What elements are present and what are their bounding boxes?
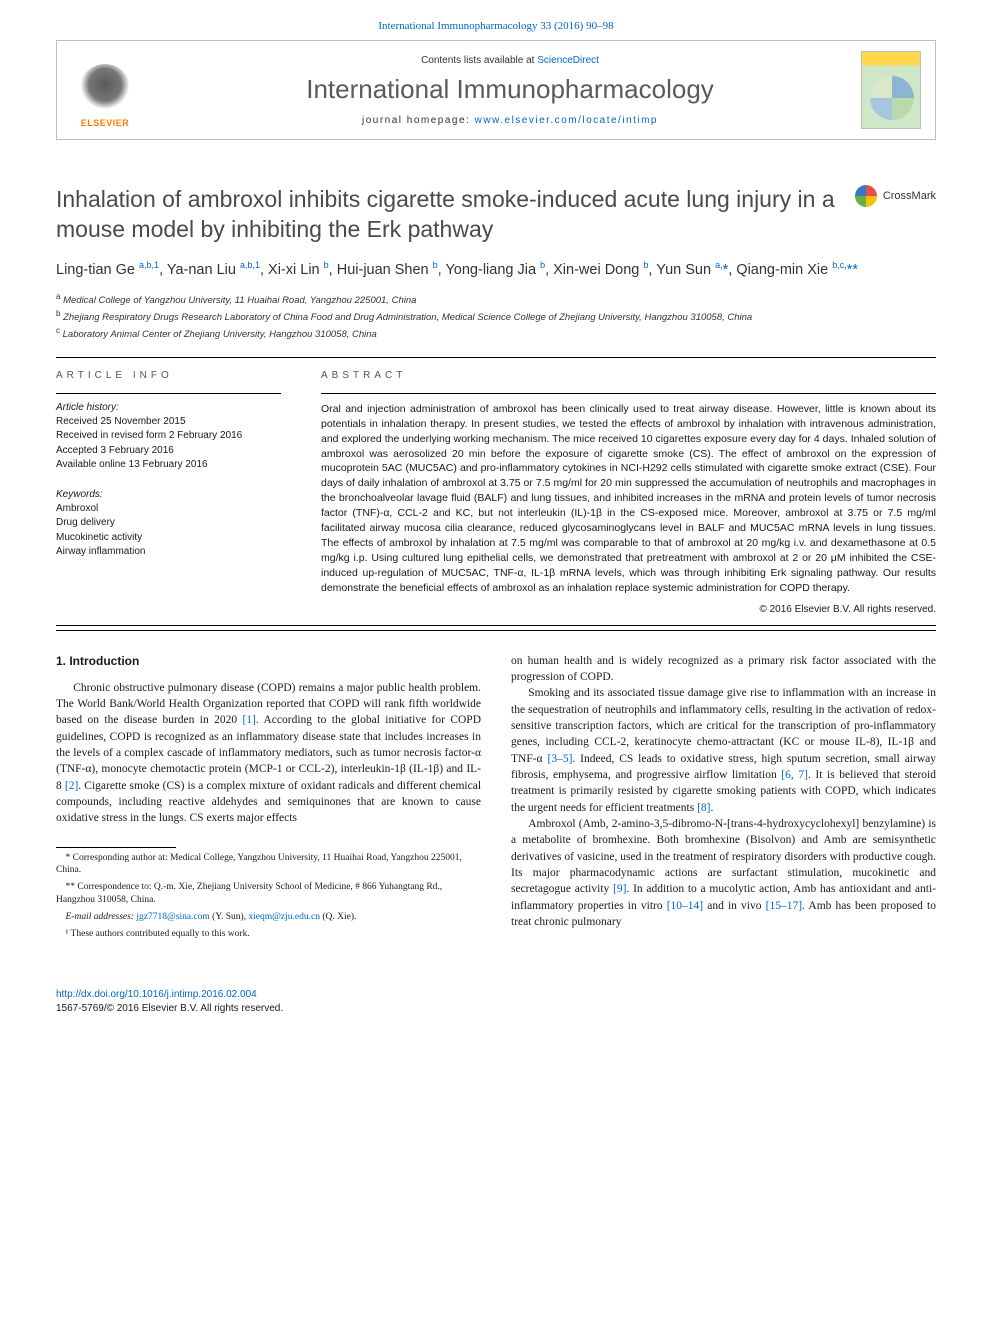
ref-link[interactable]: [1] bbox=[242, 714, 255, 726]
ref-link[interactable]: [6, 7] bbox=[781, 769, 808, 781]
contents-prefix: Contents lists available at bbox=[421, 55, 537, 66]
history-line: Received in revised form 2 February 2016 bbox=[56, 429, 281, 444]
copyright-line: © 2016 Elsevier B.V. All rights reserved… bbox=[321, 604, 936, 615]
journal-homepage-line: journal homepage: www.elsevier.com/locat… bbox=[159, 115, 861, 126]
journal-header-box: ELSEVIER Contents lists available at Sci… bbox=[56, 40, 936, 140]
article-title: Inhalation of ambroxol inhibits cigarett… bbox=[56, 185, 835, 245]
email-link[interactable]: jgz7718@sina.com bbox=[136, 912, 209, 922]
keyword: Drug delivery bbox=[56, 516, 281, 531]
body-text: . bbox=[710, 802, 713, 814]
journal-citation-link[interactable]: International Immunopharmacology 33 (201… bbox=[378, 20, 613, 32]
email-label: E-mail addresses: bbox=[66, 912, 137, 922]
body-paragraph: Smoking and its associated tissue damage… bbox=[511, 685, 936, 816]
rule-abstract bbox=[321, 393, 936, 394]
ref-link[interactable]: [10–14] bbox=[667, 900, 703, 912]
article-block: Inhalation of ambroxol inhibits cigarett… bbox=[56, 165, 936, 970]
article-info-col: article info Article history: Received 2… bbox=[56, 370, 281, 615]
elsevier-tree-icon bbox=[79, 64, 131, 116]
crossmark-badge[interactable]: CrossMark bbox=[855, 185, 936, 207]
email-link[interactable]: xieqm@zju.edu.cn bbox=[248, 912, 320, 922]
ref-link[interactable]: [15–17] bbox=[766, 900, 802, 912]
history-label: Article history: bbox=[56, 402, 281, 413]
issn-copyright: 1567-5769/© 2016 Elsevier B.V. All right… bbox=[56, 1003, 283, 1014]
elsevier-wordmark: ELSEVIER bbox=[81, 118, 130, 128]
body-paragraph: on human health and is widely recognized… bbox=[511, 653, 936, 686]
homepage-prefix: journal homepage: bbox=[362, 115, 475, 126]
footnote-emails: E-mail addresses: jgz7718@sina.com (Y. S… bbox=[56, 911, 481, 924]
footnote-corresponding-2: ** Correspondence to: Q.-m. Xie, Zhejian… bbox=[56, 881, 481, 907]
journal-header-center: Contents lists available at ScienceDirec… bbox=[159, 55, 861, 126]
ref-link[interactable]: [3–5] bbox=[547, 753, 572, 765]
ref-link[interactable]: [8] bbox=[697, 802, 710, 814]
body-paragraph: Chronic obstructive pulmonary disease (C… bbox=[56, 680, 481, 827]
abstract-text: Oral and injection administration of amb… bbox=[321, 402, 936, 596]
footnote-equal-contrib: ¹ These authors contributed equally to t… bbox=[56, 928, 481, 941]
journal-title: International Immunopharmacology bbox=[159, 74, 861, 105]
contents-available-line: Contents lists available at ScienceDirec… bbox=[159, 55, 861, 66]
abstract-heading: abstract bbox=[321, 370, 936, 381]
email-who: (Q. Xie). bbox=[320, 912, 356, 922]
footnote-rule bbox=[56, 847, 176, 848]
body-text: . Cigarette smoke (CS) is a complex mixt… bbox=[56, 780, 481, 825]
rule-bottom bbox=[56, 625, 936, 626]
rule-bottom-2 bbox=[56, 630, 936, 631]
keyword: Mucokinetic activity bbox=[56, 531, 281, 546]
journal-homepage-link[interactable]: www.elsevier.com/locate/intimp bbox=[475, 115, 658, 126]
body-text: on human health and is widely recognized… bbox=[511, 655, 936, 683]
abstract-col: abstract Oral and injection administrati… bbox=[321, 370, 936, 615]
author-list: Ling-tian Ge a,b,1, Ya-nan Liu a,b,1, Xi… bbox=[56, 259, 936, 281]
email-who: (Y. Sun), bbox=[210, 912, 249, 922]
doi-link[interactable]: http://dx.doi.org/10.1016/j.intimp.2016.… bbox=[56, 989, 257, 1000]
section-heading-intro: 1. Introduction bbox=[56, 653, 481, 670]
keyword: Ambroxol bbox=[56, 502, 281, 517]
ref-link[interactable]: [9] bbox=[613, 883, 626, 895]
footnote-corresponding-1: * Corresponding author at: Medical Colle… bbox=[56, 852, 481, 878]
body-columns: 1. Introduction Chronic obstructive pulm… bbox=[56, 653, 936, 941]
affiliations: a Medical College of Yangzhou University… bbox=[56, 291, 936, 343]
crossmark-icon bbox=[855, 185, 877, 207]
journal-cover-thumbnail bbox=[861, 51, 921, 129]
history-line: Accepted 3 February 2016 bbox=[56, 444, 281, 459]
ref-link[interactable]: [2] bbox=[65, 780, 78, 792]
keyword: Airway inflammation bbox=[56, 545, 281, 560]
article-info-heading: article info bbox=[56, 370, 281, 381]
crossmark-label: CrossMark bbox=[883, 190, 936, 202]
rule-top bbox=[56, 357, 936, 358]
meta-row: article info Article history: Received 2… bbox=[56, 370, 936, 615]
body-text: and in vivo bbox=[703, 900, 765, 912]
history-line: Received 25 November 2015 bbox=[56, 415, 281, 430]
journal-citation-line: International Immunopharmacology 33 (201… bbox=[0, 0, 992, 40]
elsevier-logo: ELSEVIER bbox=[71, 52, 139, 128]
doi-block: http://dx.doi.org/10.1016/j.intimp.2016.… bbox=[56, 988, 936, 1016]
sciencedirect-link[interactable]: ScienceDirect bbox=[537, 55, 599, 66]
body-paragraph: Ambroxol (Amb, 2-amino-3,5-dibromo-N-[tr… bbox=[511, 816, 936, 930]
history-line: Available online 13 February 2016 bbox=[56, 458, 281, 473]
keywords-label: Keywords: bbox=[56, 489, 281, 500]
